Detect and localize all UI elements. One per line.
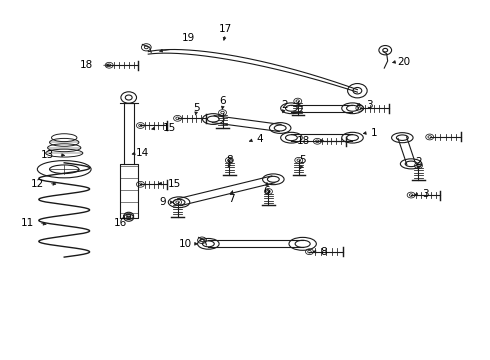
Text: 3: 3 [367, 100, 373, 110]
Text: 12: 12 [31, 179, 44, 189]
Text: 7: 7 [228, 194, 235, 204]
Text: 18: 18 [297, 136, 310, 145]
Text: 15: 15 [168, 179, 181, 189]
Text: 4: 4 [256, 134, 263, 144]
Text: 1: 1 [371, 129, 378, 138]
Text: 6: 6 [264, 186, 270, 197]
Text: 19: 19 [182, 33, 196, 43]
Text: 13: 13 [41, 150, 54, 160]
Text: 2: 2 [281, 100, 288, 110]
Text: 5: 5 [299, 155, 306, 165]
Text: 17: 17 [219, 24, 232, 35]
Text: 18: 18 [79, 60, 93, 70]
Text: 2: 2 [415, 157, 422, 167]
Text: 9: 9 [160, 197, 166, 207]
Text: 8: 8 [226, 155, 233, 165]
Text: 15: 15 [163, 123, 176, 133]
Text: 10: 10 [179, 239, 192, 249]
Text: 8: 8 [320, 247, 326, 257]
Text: 11: 11 [21, 218, 34, 228]
Text: 16: 16 [114, 218, 127, 228]
Text: 6: 6 [220, 96, 226, 106]
Text: 3: 3 [422, 189, 429, 199]
Text: 20: 20 [397, 57, 410, 67]
Text: 14: 14 [136, 148, 149, 158]
Text: 5: 5 [193, 103, 199, 113]
